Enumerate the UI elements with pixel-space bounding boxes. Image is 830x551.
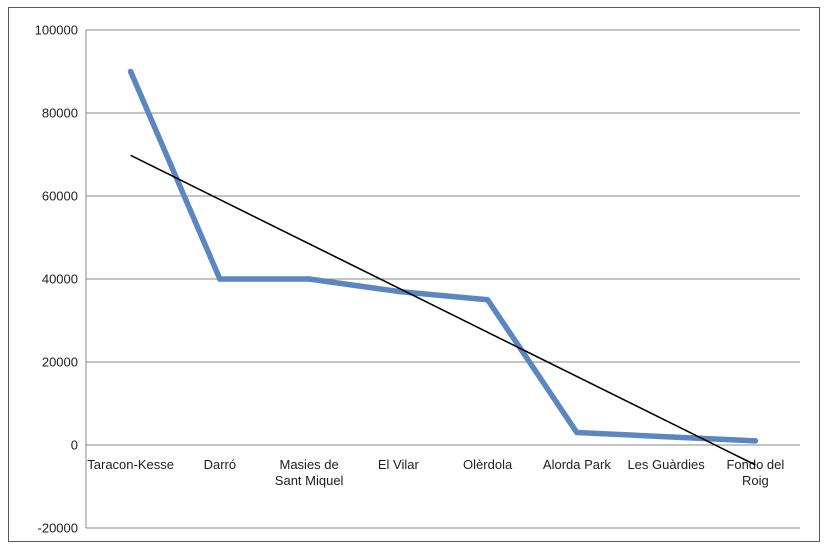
y-tick-label: 100000: [35, 23, 78, 38]
x-tick-label: Taracon-Kesse: [87, 457, 174, 472]
series-line: [127, 68, 759, 444]
data-point: [663, 433, 669, 440]
x-tick-label-line: Sant Miquel: [275, 473, 344, 488]
y-tick-label: 0: [71, 438, 78, 453]
y-tick-label: -20000: [38, 521, 78, 536]
x-tick-label-line: Olèrdola: [463, 457, 513, 472]
x-tick-label-line: Masies de: [280, 457, 339, 472]
y-tick-label: 60000: [42, 189, 78, 204]
y-axis-tick-labels: -20000 0 20000 40000 60000 80000 100000: [35, 23, 78, 536]
data-point: [752, 438, 759, 444]
data-point: [395, 288, 402, 295]
data-point: [574, 429, 580, 436]
data-point: [127, 68, 134, 75]
x-tick-label-line: Les Guàrdies: [627, 457, 705, 472]
data-point: [217, 276, 223, 282]
trendline: [130, 154, 756, 466]
x-tick-label: Les Guàrdies: [627, 457, 705, 472]
x-tick-label-line: Darró: [204, 457, 237, 472]
y-tick-label: 40000: [42, 272, 78, 287]
x-tick-label-line: El Vilar: [378, 457, 420, 472]
x-tick-label: El Vilar: [378, 457, 420, 472]
x-tick-label-line: Roig: [742, 473, 769, 488]
x-tick-label: Olèrdola: [463, 457, 513, 472]
x-tick-label-line: Taracon-Kesse: [87, 457, 174, 472]
trendline-layer: [130, 154, 756, 466]
x-tick-label: Darró: [204, 457, 237, 472]
gridlines: [85, 29, 800, 529]
x-tick-label: Masies de Sant Miquel: [275, 457, 344, 488]
x-tick-label: Alorda Park: [543, 457, 611, 472]
x-tick-label-line: Alorda Park: [543, 457, 611, 472]
series-layer: [127, 68, 759, 444]
data-point: [484, 297, 491, 303]
chart-border: [8, 7, 820, 542]
x-tick-label: Fondo del Roig: [726, 457, 784, 488]
x-axis-tick-labels: Taracon-Kesse Darró Masies de Sant Miquel El…: [87, 457, 784, 488]
y-tick-label: 20000: [42, 355, 78, 370]
data-point: [306, 276, 312, 282]
y-tick-label: 80000: [42, 106, 78, 121]
